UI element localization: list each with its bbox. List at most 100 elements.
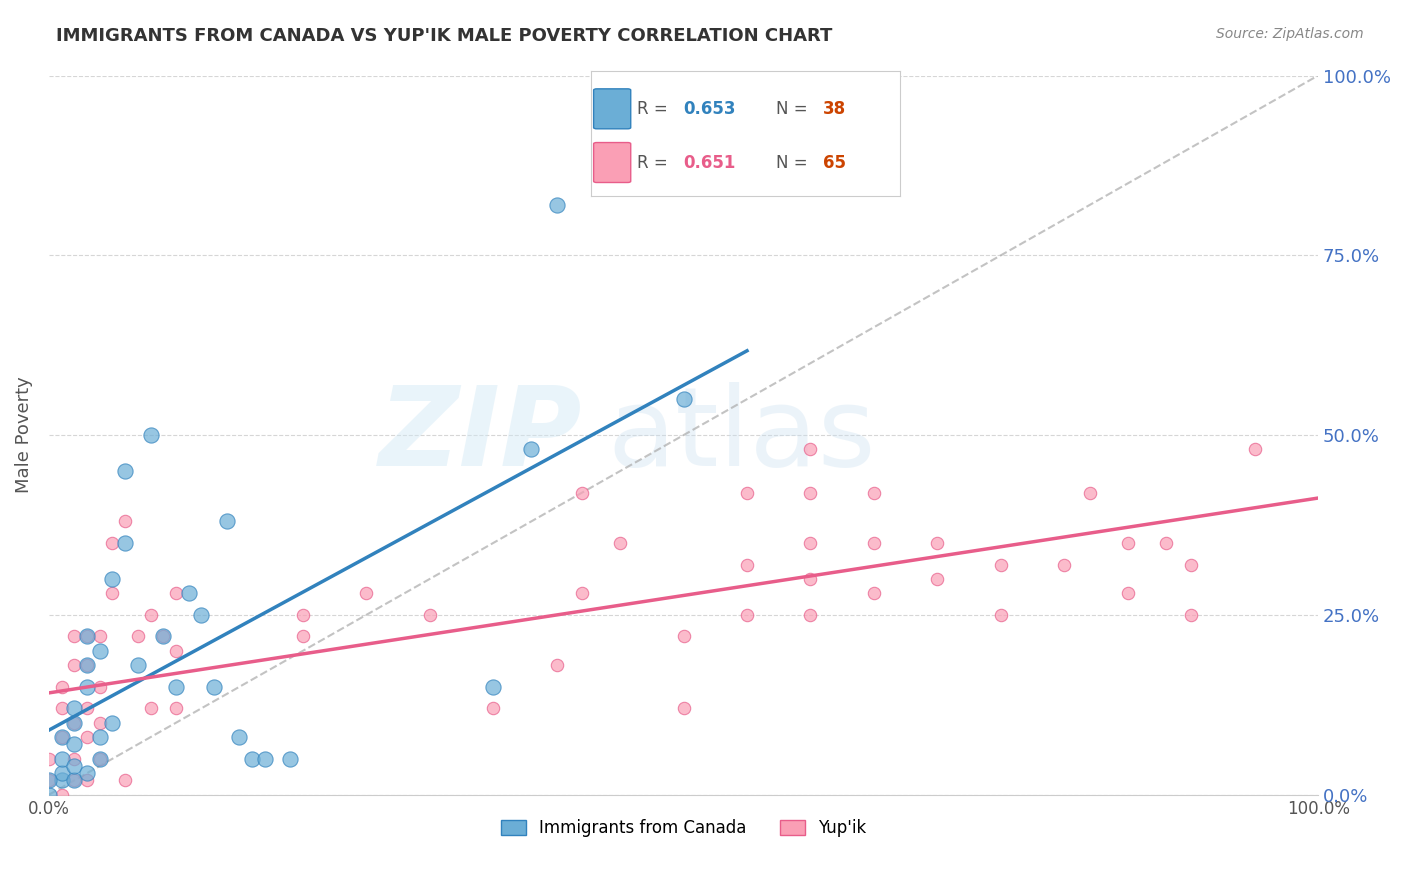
Point (990, 558, 1012, 572)
Legend: Immigrants from Canada, Yup'ik: Immigrants from Canada, Yup'ik (494, 813, 873, 844)
Point (291, 630, 314, 644)
Point (863, 536, 886, 550)
Point (51, 752, 73, 766)
Point (76, 630, 98, 644)
Point (89, 644, 111, 658)
Point (51, 701, 73, 715)
Point (139, 701, 162, 715)
Point (38, 788, 60, 802)
Point (278, 752, 301, 766)
Point (63, 658, 86, 673)
Point (63, 752, 86, 766)
Point (101, 536, 124, 550)
Point (609, 536, 631, 550)
Text: 0.651: 0.651 (683, 153, 735, 171)
Point (89, 752, 111, 766)
Text: ZIP: ZIP (378, 382, 582, 489)
Point (139, 607, 162, 622)
Point (76, 630, 98, 644)
Point (253, 752, 276, 766)
Point (101, 715, 124, 730)
Point (1116, 536, 1139, 550)
Point (63, 715, 86, 730)
Point (291, 607, 314, 622)
Point (799, 607, 821, 622)
Point (63, 773, 86, 788)
Point (51, 766, 73, 780)
Text: atlas: atlas (607, 382, 876, 489)
Point (63, 630, 86, 644)
Point (152, 630, 174, 644)
Point (63, 737, 86, 751)
Text: 65: 65 (823, 153, 845, 171)
Point (1053, 558, 1076, 572)
Point (127, 630, 149, 644)
Point (51, 730, 73, 744)
Point (165, 680, 187, 694)
Point (114, 515, 136, 529)
Point (89, 680, 111, 694)
FancyBboxPatch shape (593, 143, 631, 183)
Point (177, 586, 200, 600)
Point (863, 485, 886, 500)
Point (165, 586, 187, 600)
Point (127, 658, 149, 673)
Y-axis label: Male Poverty: Male Poverty (15, 376, 32, 493)
Point (89, 715, 111, 730)
Point (51, 730, 73, 744)
Point (1154, 536, 1177, 550)
Point (152, 630, 174, 644)
Point (799, 485, 821, 500)
Point (927, 536, 949, 550)
Point (76, 701, 98, 715)
Point (1116, 586, 1139, 600)
Point (546, 658, 568, 673)
Point (482, 680, 505, 694)
Point (101, 572, 124, 586)
Point (38, 773, 60, 788)
Point (356, 586, 378, 600)
FancyBboxPatch shape (593, 89, 631, 128)
Point (101, 586, 124, 600)
Point (51, 788, 73, 802)
Point (546, 198, 568, 212)
Point (38, 752, 60, 766)
Point (165, 701, 187, 715)
Point (571, 586, 593, 600)
Point (38, 773, 60, 788)
Point (927, 572, 949, 586)
Text: 0.653: 0.653 (683, 100, 735, 118)
Point (735, 485, 758, 500)
Point (1180, 558, 1202, 572)
Point (76, 773, 98, 788)
Point (482, 701, 505, 715)
Point (799, 572, 821, 586)
Point (672, 392, 695, 406)
Text: R =: R = (637, 100, 673, 118)
Point (228, 730, 250, 744)
Point (1180, 607, 1202, 622)
Point (63, 701, 86, 715)
Text: IMMIGRANTS FROM CANADA VS YUP'IK MALE POVERTY CORRELATION CHART: IMMIGRANTS FROM CANADA VS YUP'IK MALE PO… (56, 27, 832, 45)
Point (990, 607, 1012, 622)
Point (76, 680, 98, 694)
Point (139, 428, 162, 442)
Point (76, 658, 98, 673)
Text: N =: N = (776, 100, 813, 118)
Point (114, 536, 136, 550)
Point (799, 442, 821, 457)
Point (520, 442, 543, 457)
Point (76, 730, 98, 744)
Point (51, 773, 73, 788)
Point (89, 730, 111, 744)
Point (571, 485, 593, 500)
Point (215, 515, 238, 529)
Point (419, 607, 441, 622)
Point (76, 766, 98, 780)
Point (114, 773, 136, 788)
Text: Source: ZipAtlas.com: Source: ZipAtlas.com (1216, 27, 1364, 41)
Text: 38: 38 (823, 100, 845, 118)
Point (63, 715, 86, 730)
Point (672, 701, 695, 715)
Point (165, 644, 187, 658)
